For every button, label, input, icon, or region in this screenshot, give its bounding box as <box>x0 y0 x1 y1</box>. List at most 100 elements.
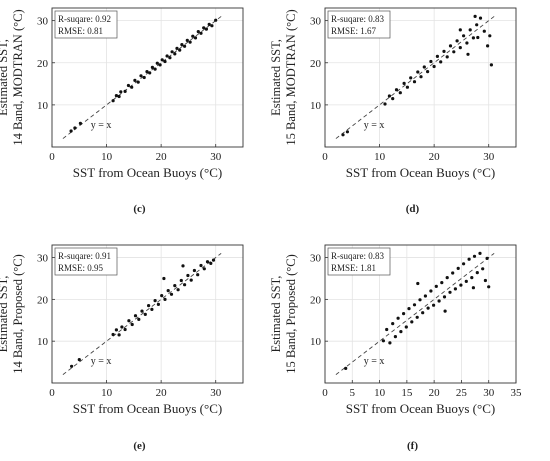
y-axis-label-line1: Estimated SST, <box>0 39 10 116</box>
y-tick-label: 20 <box>310 58 322 70</box>
r-squared-text: R-suqare: 0.91 <box>58 251 111 261</box>
data-point <box>432 303 436 307</box>
x-tick-label: 30 <box>210 387 222 399</box>
data-point <box>475 271 479 275</box>
data-point <box>70 364 74 368</box>
y-tick-label: 10 <box>310 100 322 112</box>
x-tick-label: 25 <box>456 387 468 399</box>
data-point <box>482 29 486 33</box>
rmse-text: RMSE: 0.95 <box>58 263 104 273</box>
y-tick-label: 10 <box>310 336 322 348</box>
data-point <box>176 288 180 292</box>
data-point <box>114 328 118 332</box>
x-tick-label: 30 <box>483 151 495 163</box>
data-point <box>483 278 487 283</box>
data-point <box>204 27 208 31</box>
data-point <box>466 52 470 56</box>
data-point <box>150 307 154 311</box>
data-point <box>117 94 121 99</box>
x-tick-label: 0 <box>49 387 55 399</box>
y-tick-label: 10 <box>37 100 49 112</box>
data-point <box>130 85 134 89</box>
x-tick-label: 10 <box>101 387 113 399</box>
data-point <box>470 276 474 280</box>
x-tick-label: 30 <box>483 387 495 399</box>
x-axis-label: SST from Ocean Buoys (°C) <box>346 165 495 180</box>
data-point <box>468 28 472 32</box>
reference-line <box>62 253 222 375</box>
data-point <box>458 46 462 50</box>
data-point <box>341 133 345 137</box>
data-point <box>391 322 395 326</box>
data-point <box>175 46 179 51</box>
data-point <box>150 65 154 69</box>
reference-line <box>335 253 495 375</box>
data-point <box>344 366 348 370</box>
data-point <box>137 317 141 321</box>
data-point <box>183 283 187 287</box>
y-axis-label: Estimated SST, 14 Band, Proposed (°C) <box>0 254 25 374</box>
plot-frame <box>51 244 244 384</box>
data-point <box>486 44 490 48</box>
data-point <box>442 295 447 299</box>
data-point <box>123 327 127 332</box>
data-point <box>448 290 452 294</box>
data-point <box>183 44 187 48</box>
data-point <box>69 129 73 133</box>
stats-box <box>327 247 391 276</box>
data-point <box>163 59 167 64</box>
data-point <box>145 70 149 74</box>
y-axis-label-line1: Estimated SST, <box>269 39 283 116</box>
data-point <box>119 90 123 94</box>
data-point <box>419 75 423 79</box>
data-point <box>140 309 144 313</box>
data-point <box>432 64 436 69</box>
y-axis-label-line2: 15 Band, Proposed (°C) <box>284 254 298 374</box>
data-point <box>399 330 403 334</box>
data-point <box>207 22 211 26</box>
data-point <box>78 121 82 125</box>
data-point <box>435 54 439 59</box>
data-point <box>439 60 443 64</box>
stats-box <box>54 10 118 39</box>
x-tick-label: 30 <box>210 151 222 163</box>
data-point <box>180 43 184 47</box>
x-tick-label: 20 <box>429 151 441 163</box>
data-point <box>455 39 459 43</box>
data-point <box>136 80 140 84</box>
data-point <box>193 36 198 40</box>
data-point <box>123 89 127 93</box>
data-point <box>415 315 419 319</box>
x-tick-label: 20 <box>156 151 168 163</box>
data-point <box>173 52 177 56</box>
reference-line-label: y = x <box>364 120 385 131</box>
panel-letter: (f) <box>407 440 418 452</box>
y-tick-label: 20 <box>310 294 322 306</box>
x-axis-label: SST from Ocean Buoys (°C) <box>73 401 222 416</box>
data-point <box>196 30 200 34</box>
data-point <box>214 18 218 22</box>
data-point <box>476 35 480 40</box>
y-axis-label-line2: 15 Band, MODTRAN (°C) <box>284 9 298 145</box>
data-point <box>139 74 143 78</box>
y-axis-label: Estimated SST, 15 Band, MODTRAN (°C) <box>269 9 298 145</box>
data-point <box>418 298 422 302</box>
data-point <box>429 289 433 293</box>
data-point <box>402 312 406 316</box>
reference-line-label: y = x <box>91 356 112 367</box>
panel-letter: (e) <box>133 440 146 452</box>
data-point <box>409 76 413 80</box>
data-point <box>133 78 137 82</box>
data-point <box>345 130 349 134</box>
data-point <box>465 41 469 45</box>
data-point <box>160 58 164 62</box>
data-point <box>402 81 406 85</box>
data-point <box>169 292 174 296</box>
x-tick-label: 5 <box>350 387 356 399</box>
data-point <box>126 83 130 88</box>
data-point <box>410 320 414 324</box>
data-point <box>181 264 185 268</box>
data-point <box>383 102 387 106</box>
data-point <box>111 99 115 103</box>
data-point <box>153 299 157 303</box>
